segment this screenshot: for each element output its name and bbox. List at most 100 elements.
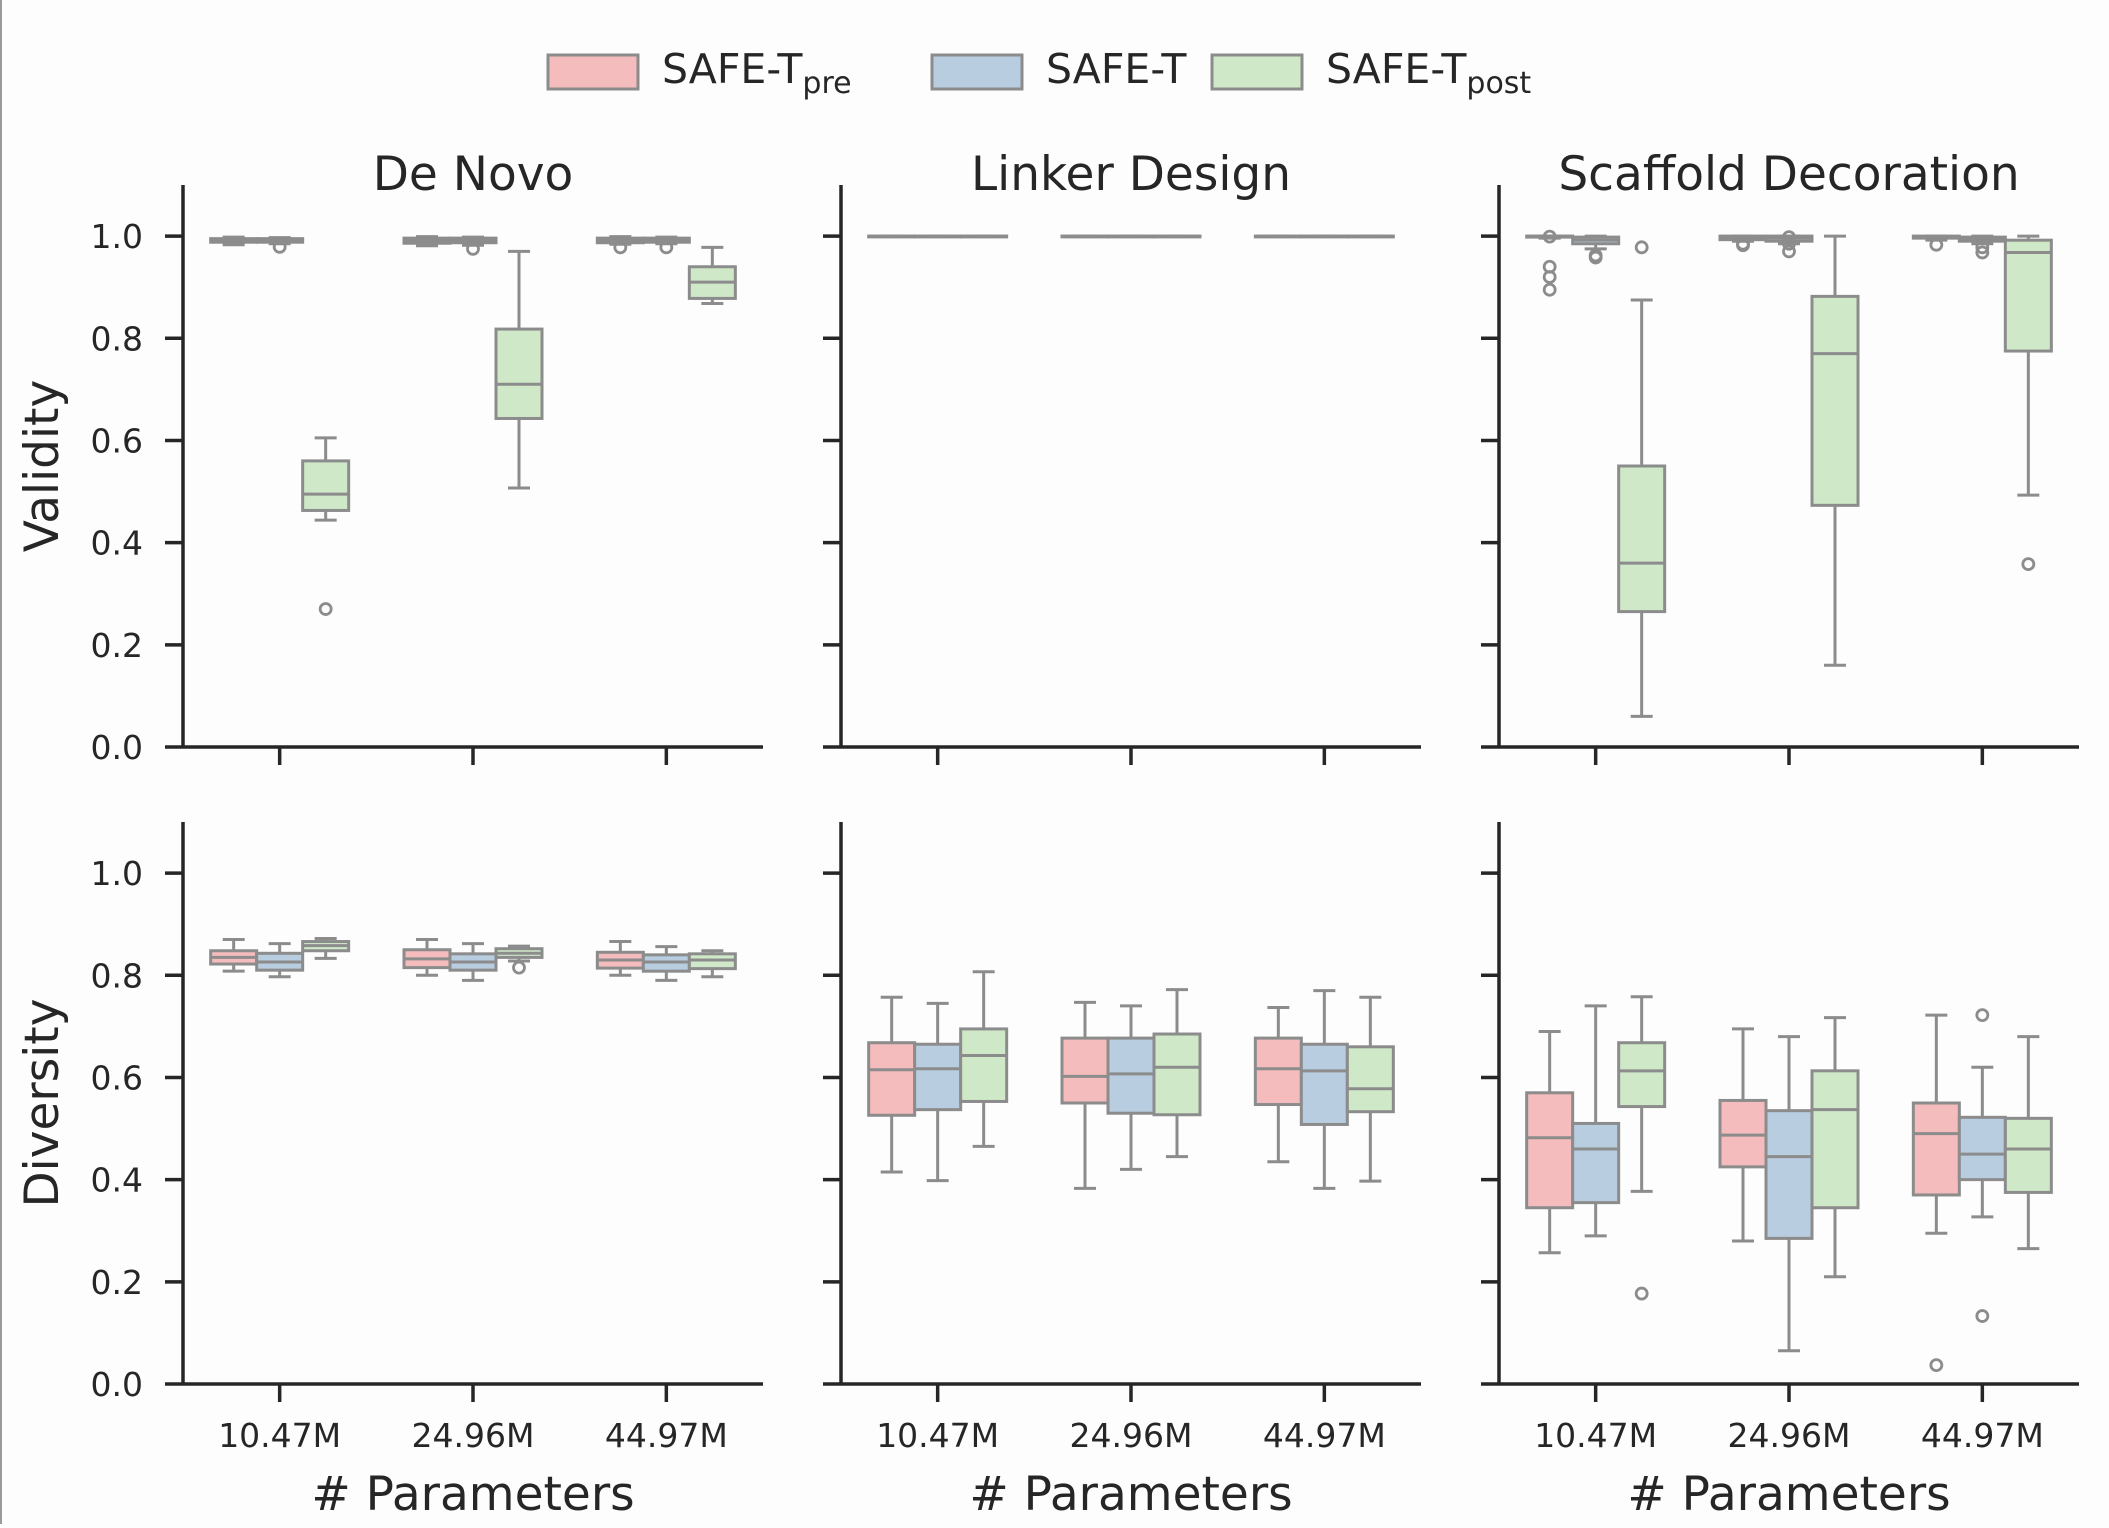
legend-label-base: SAFE-T: [1326, 45, 1467, 93]
outlier-point: [272, 239, 287, 254]
box-post: [687, 949, 737, 979]
box-pre: [867, 234, 917, 239]
box-body: [1060, 1036, 1110, 1105]
outlier-point: [1782, 236, 1796, 251]
outlier-point: [659, 240, 674, 255]
box-pre: [1525, 229, 1575, 297]
box-mid: [913, 1001, 963, 1183]
x-axis-label: # Parameters: [311, 1467, 634, 1522]
box-pre: [1253, 234, 1303, 239]
box-body: [1253, 1036, 1303, 1107]
box-body: [1106, 1036, 1156, 1115]
panels: 0.0 0.2 0.4 0.6 0.8 1.0 De Novo Linker Design Sc…: [91, 147, 2079, 1522]
legend-label-base: SAFE-T: [1046, 45, 1187, 93]
box-post: [494, 249, 544, 490]
x-axis-label: # Parameters: [969, 1467, 1292, 1522]
outlier-point: [1975, 245, 1990, 260]
outlier-point: [1542, 229, 1557, 244]
box-body: [1810, 1069, 1860, 1210]
box-body: [1718, 1098, 1768, 1169]
outlier-point: [1634, 240, 1649, 255]
x-tick-label: 10.47M: [218, 1416, 341, 1455]
left-divider: [0, 0, 2, 1524]
box-pre: [402, 938, 452, 977]
box-pre: [209, 938, 259, 973]
box-post: [959, 234, 1009, 239]
box-body: [494, 327, 544, 420]
box-body: [1152, 1032, 1202, 1117]
box-body: [1617, 1041, 1667, 1109]
y-tick-label: 0.4: [91, 1161, 143, 1200]
legend-swatch-post: [1210, 53, 1304, 91]
panel-validity-de-novo: 0.0 0.2 0.4 0.6 0.8 1.0 De Novo: [91, 147, 763, 767]
outlier-point: [1782, 230, 1796, 245]
box-mid: [641, 235, 691, 255]
panel-validity-scaffold-decoration: Scaffold Decoration: [1481, 147, 2079, 765]
box-body: [867, 1041, 917, 1117]
y-tick-label: 1.0: [91, 854, 143, 893]
box-post: [959, 970, 1009, 1148]
y-tick-label: 0.2: [91, 626, 143, 665]
box-pre: [209, 235, 259, 247]
box-mid: [1299, 989, 1349, 1190]
panel-diversity-de-novo: 0.0 0.2 0.4 0.6 0.8 1.0 10.47M 24.96M 44.97M # Pa…: [91, 822, 763, 1522]
box-pre: [595, 235, 645, 255]
box-pre: [1911, 1013, 1961, 1372]
box-pre: [1060, 234, 1110, 239]
box-mid: [1106, 1004, 1156, 1171]
outlier-point: [1782, 244, 1796, 259]
legend-swatch-pre: [546, 53, 640, 91]
outlier-point: [1736, 238, 1750, 253]
x-tick-label: 10.47M: [876, 1416, 999, 1455]
box-body: [2003, 1116, 2053, 1194]
x-tick-label: 44.97M: [1263, 1416, 1386, 1455]
legend-label-sub: pre: [802, 66, 851, 101]
box-mid: [1957, 234, 2007, 260]
box-body: [1957, 1115, 2007, 1182]
box-mid: [641, 945, 691, 982]
outlier-point: [1975, 1008, 1990, 1023]
y-axis-label-diversity: Diversity: [15, 998, 70, 1207]
box-mid: [1106, 234, 1156, 239]
x-tick-label: 44.97M: [605, 1416, 728, 1455]
outlier-point: [1929, 1358, 1944, 1372]
box-body: [1764, 1109, 1814, 1240]
box-post: [687, 245, 737, 306]
box-pre: [1718, 1027, 1768, 1243]
box-body: [1525, 1091, 1575, 1210]
box-post: [1152, 988, 1202, 1159]
box-mid: [255, 942, 305, 979]
box-mid: [1957, 1008, 2007, 1323]
box-mid: [1299, 234, 1349, 239]
box-pre: [1718, 234, 1768, 253]
legend-item-post: SAFE-Tpost: [1210, 45, 1531, 101]
x-tick-label: 24.96M: [1070, 1416, 1193, 1455]
x-tick-label: 24.96M: [1728, 1416, 1851, 1455]
legend-item-mid: SAFE-T: [930, 45, 1187, 93]
y-axis-label-validity: Validity: [15, 380, 70, 553]
outlier-point: [1542, 270, 1557, 284]
y-tick-label: 1.0: [91, 217, 143, 256]
box-body: [913, 1042, 963, 1112]
box-pre: [1060, 1000, 1110, 1190]
box-body: [2003, 238, 2053, 353]
y-tick-label: 0.8: [91, 319, 143, 358]
y-tick-label: 0.6: [91, 421, 143, 460]
y-tick-label: 0.2: [91, 1263, 143, 1302]
box-mid: [255, 236, 305, 254]
y-tick-label: 0.0: [91, 728, 143, 767]
box-mid: [913, 234, 963, 239]
outlier-point: [318, 602, 333, 616]
box-body: [1299, 1042, 1349, 1126]
box-post: [301, 936, 351, 960]
box-mid: [1571, 1004, 1621, 1238]
box-post: [2003, 1035, 2053, 1251]
outlier-point: [466, 241, 480, 256]
box-body: [959, 1027, 1009, 1103]
box-pre: [1525, 1029, 1575, 1255]
outlier-point: [1634, 1286, 1649, 1301]
y-tick-label: 0.4: [91, 524, 143, 563]
panel-title: Linker Design: [971, 147, 1291, 202]
